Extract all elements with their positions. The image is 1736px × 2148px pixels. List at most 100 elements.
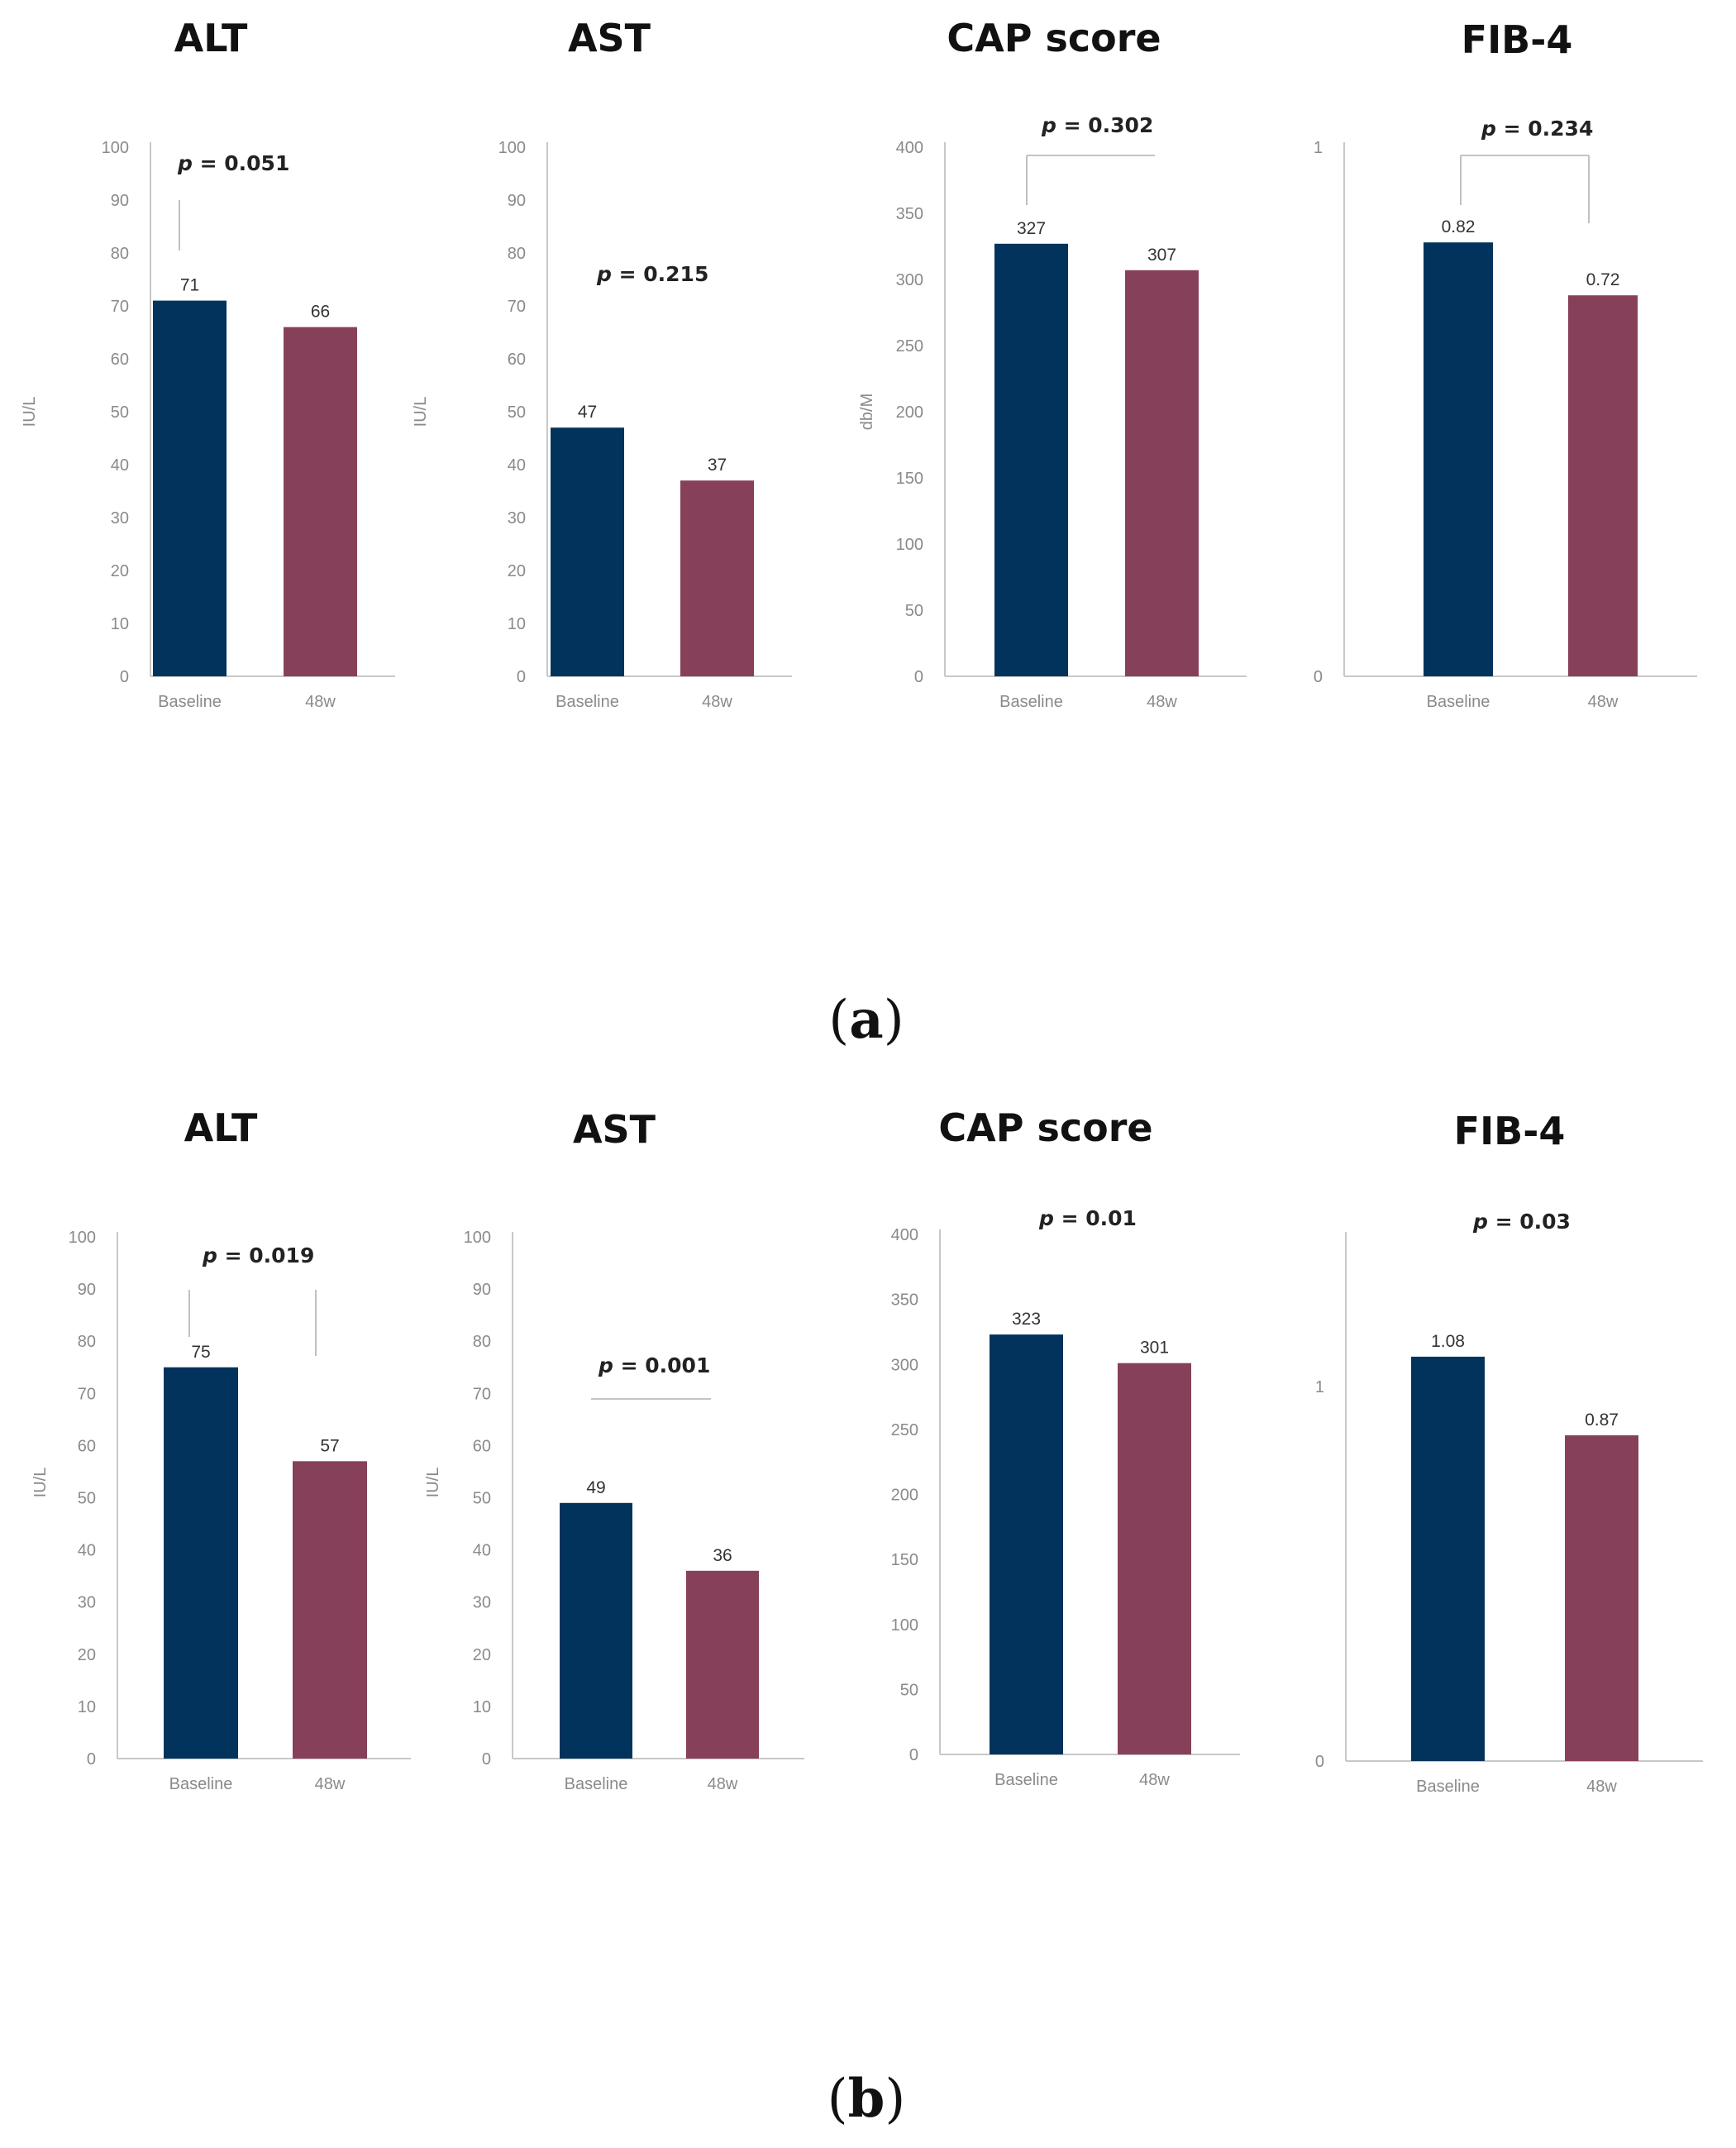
y-tick-label: 40 <box>473 1542 491 1560</box>
y-tick-label: 1 <box>1314 139 1323 157</box>
y-tick-label: 60 <box>473 1437 491 1455</box>
bar-48w <box>1118 1363 1191 1754</box>
panel-label-a: (a) <box>828 989 904 1051</box>
chart-b-ast: AST 0 10 20 30 40 50 60 70 80 90 100 IU/L 49 Baseline 3… <box>424 1107 804 1793</box>
y-axis-label: IU/L <box>412 397 430 427</box>
x-tick-label: Baseline <box>999 693 1063 711</box>
y-axis-label: db/M <box>858 394 876 430</box>
p-value: = 0.01 <box>1061 1206 1137 1230</box>
x-tick-label: 48w <box>1139 1771 1170 1789</box>
y-tick-label: 100 <box>464 1229 491 1247</box>
bar-baseline <box>153 300 227 676</box>
p-value: = 0.215 <box>619 262 709 286</box>
y-tick-label: 60 <box>508 351 526 369</box>
x-tick-label: Baseline <box>994 1771 1058 1789</box>
bar-48w <box>1565 1435 1638 1761</box>
y-tick-label: 150 <box>896 470 923 488</box>
y-tick-label: 250 <box>891 1421 918 1439</box>
x-tick-label: 48w <box>708 1775 738 1793</box>
chart-a-alt: ALT 0 10 20 30 40 50 60 70 80 90 100 IU/L 71 Baseline 6… <box>21 16 395 711</box>
y-tick-label: 70 <box>473 1385 491 1403</box>
y-tick-label: 40 <box>111 456 129 475</box>
bar-value-label: 57 <box>320 1436 339 1455</box>
y-tick-label: 0 <box>909 1746 918 1764</box>
y-tick-label: 20 <box>473 1646 491 1664</box>
y-tick-label: 80 <box>111 245 129 263</box>
y-tick-label: 80 <box>508 245 526 263</box>
bar-baseline <box>994 243 1068 676</box>
bar-baseline <box>560 1502 632 1759</box>
y-tick-label: 30 <box>111 509 129 527</box>
p-symbol: p <box>1481 117 1504 141</box>
bar-value-label: 71 <box>180 276 199 295</box>
bar-value-label: 0.72 <box>1586 270 1620 289</box>
x-tick-label: Baseline <box>556 693 619 711</box>
p-value-annotation: p = 0.001 <box>598 1353 710 1377</box>
y-tick-label: 100 <box>498 139 526 157</box>
y-tick-label: 70 <box>111 298 129 316</box>
chart-title: CAP score <box>938 1105 1152 1150</box>
y-tick-label: 20 <box>508 562 526 580</box>
y-tick-label: 100 <box>891 1616 918 1635</box>
y-tick-label: 30 <box>508 509 526 527</box>
panel-label-b: (b) <box>827 2068 906 2130</box>
x-tick-label: 48w <box>1586 1778 1617 1796</box>
p-value: = 0.001 <box>621 1353 711 1377</box>
y-tick-label: 40 <box>508 456 526 475</box>
p-value: = 0.302 <box>1064 113 1154 137</box>
y-tick-label: 80 <box>78 1333 96 1351</box>
y-tick-label: 90 <box>508 192 526 210</box>
y-tick-label: 30 <box>78 1594 96 1612</box>
y-tick-label: 300 <box>891 1356 918 1374</box>
x-tick-label: 48w <box>1588 693 1619 711</box>
chart-title: ALT <box>184 1105 258 1150</box>
x-tick-label: 48w <box>1147 693 1177 711</box>
p-value: = 0.234 <box>1504 117 1594 141</box>
y-tick-label: 200 <box>891 1487 918 1505</box>
y-tick-label: 300 <box>896 271 923 289</box>
x-tick-label: Baseline <box>1416 1778 1480 1796</box>
bar-baseline <box>1424 242 1493 676</box>
y-tick-label: 30 <box>473 1594 491 1612</box>
p-value-annotation: p = 0.03 <box>1472 1210 1571 1234</box>
x-tick-label: Baseline <box>565 1775 628 1793</box>
y-tick-label: 10 <box>473 1698 491 1716</box>
bar-baseline <box>164 1367 238 1759</box>
y-axis-label: IU/L <box>21 397 39 427</box>
charts-layer: ALT0102030405060708090100IU/L71Baseline6… <box>21 16 1703 1796</box>
y-tick-label: 200 <box>896 403 923 422</box>
x-tick-label: Baseline <box>1427 693 1490 711</box>
y-tick-label: 0 <box>1314 668 1323 686</box>
y-tick-label: 40 <box>78 1542 96 1560</box>
y-tick-label: 350 <box>896 205 923 223</box>
bar-value-label: 0.82 <box>1442 217 1476 236</box>
y-tick-label: 60 <box>78 1437 96 1455</box>
y-tick-label: 0 <box>914 668 923 686</box>
y-tick-label: 100 <box>69 1229 96 1247</box>
x-tick-label: 48w <box>702 693 732 711</box>
x-tick-label: 48w <box>305 693 336 711</box>
bar-48w <box>1568 295 1638 676</box>
p-value-annotation: p = 0.302 <box>1041 113 1153 137</box>
y-axis-label: IU/L <box>424 1468 442 1498</box>
y-tick-label: 80 <box>473 1333 491 1351</box>
y-axis-label: IU/L <box>31 1468 50 1498</box>
y-tick-label: 0 <box>482 1750 491 1769</box>
bar-value-label: 36 <box>713 1546 732 1565</box>
p-symbol: p <box>598 1353 621 1377</box>
bar-value-label: 49 <box>586 1478 605 1497</box>
y-tick-label: 50 <box>111 403 129 422</box>
p-value-annotation: p = 0.051 <box>177 151 289 175</box>
bar-value-label: 327 <box>1017 219 1046 238</box>
x-tick-label: Baseline <box>169 1775 233 1793</box>
y-tick-label: 50 <box>78 1490 96 1508</box>
p-symbol: p <box>1041 113 1064 137</box>
y-tick-label: 0 <box>120 668 129 686</box>
bar-48w <box>293 1461 367 1759</box>
p-value-annotation: p = 0.01 <box>1038 1206 1137 1230</box>
bar-value-label: 307 <box>1147 246 1176 265</box>
y-tick-label: 60 <box>111 351 129 369</box>
p-value: = 0.03 <box>1495 1210 1571 1234</box>
y-tick-label: 90 <box>78 1281 96 1299</box>
y-tick-label: 350 <box>891 1291 918 1310</box>
